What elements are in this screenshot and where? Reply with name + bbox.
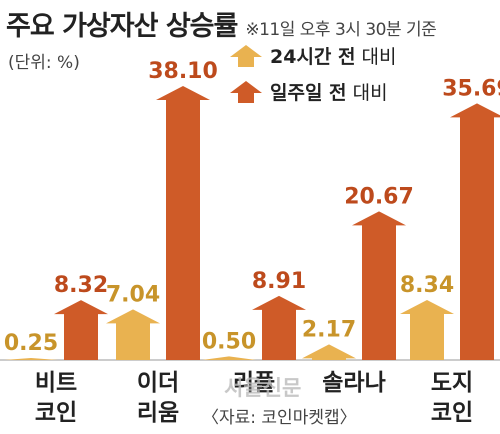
- bar-week-2: [252, 295, 306, 360]
- value-label-week-1: 38.10: [148, 59, 218, 84]
- bar-24h-2: [202, 356, 256, 360]
- watermark: 서울신문: [224, 376, 302, 400]
- chart-subtitle: ※11일 오후 3시 30분 기준: [245, 20, 437, 40]
- category-box-1: [116, 364, 200, 426]
- category-label-1-line-1: 리움: [137, 400, 179, 426]
- bar-week-4: [450, 103, 500, 360]
- category-label-0-line-1: 코인: [35, 400, 77, 426]
- category-box-2: [212, 364, 296, 396]
- legend-label-24h-suffix: 대비: [355, 46, 397, 68]
- legend-label-week-suffix: 대비: [346, 82, 388, 104]
- category-label-2-line-0: 리플: [233, 370, 275, 396]
- legend-label-week-prefix: 일주일 전: [270, 82, 347, 104]
- bar-week-1: [156, 86, 210, 360]
- category-label-0-line-0: 비트: [35, 370, 77, 396]
- unit-label: (단위: %): [8, 53, 80, 73]
- value-label-week-2: 8.91: [252, 269, 306, 294]
- value-label-week-0: 8.32: [54, 273, 108, 298]
- chart-title: 주요 가상자산 상승률: [6, 11, 238, 42]
- category-label-3-line-0: 솔라나: [322, 370, 385, 396]
- title-block: 주요 가상자산 상승률 ※11일 오후 3시 30분 기준: [6, 4, 437, 43]
- category-box-4: [410, 364, 494, 426]
- value-label-24h-4: 8.34: [400, 273, 454, 298]
- category-label-4-line-0: 도지: [431, 370, 473, 396]
- bar-24h-0: [4, 358, 58, 360]
- legend-label-24h-prefix: 24시간 전: [270, 46, 356, 68]
- bar-week-3: [352, 211, 406, 360]
- bar-24h-3: [302, 344, 356, 360]
- legend-swatch-24h: [230, 44, 262, 67]
- legend-swatch-week: [230, 80, 262, 103]
- value-label-24h-3: 2.17: [302, 317, 356, 342]
- category-label-1-line-0: 이더: [137, 370, 179, 396]
- category-box-3: [312, 364, 396, 396]
- source-note: 〈자료: 코인마켓캡〉: [202, 408, 357, 428]
- category-label-4-line-1: 코인: [431, 400, 473, 426]
- category-box-0: [14, 364, 98, 426]
- legend-item-week: 일주일 전 대비: [228, 78, 388, 106]
- bar-24h-1: [106, 309, 160, 360]
- legend-item-24h: 24시간 전 대비: [228, 42, 397, 70]
- value-label-24h-2: 0.50: [202, 329, 256, 354]
- value-label-week-4: 35.69: [442, 76, 500, 101]
- value-label-week-3: 20.67: [344, 184, 414, 209]
- value-label-24h-1: 7.04: [106, 282, 160, 307]
- bar-24h-4: [400, 300, 454, 360]
- bar-week-0: [54, 300, 108, 360]
- value-label-24h-0: 0.25: [4, 331, 58, 356]
